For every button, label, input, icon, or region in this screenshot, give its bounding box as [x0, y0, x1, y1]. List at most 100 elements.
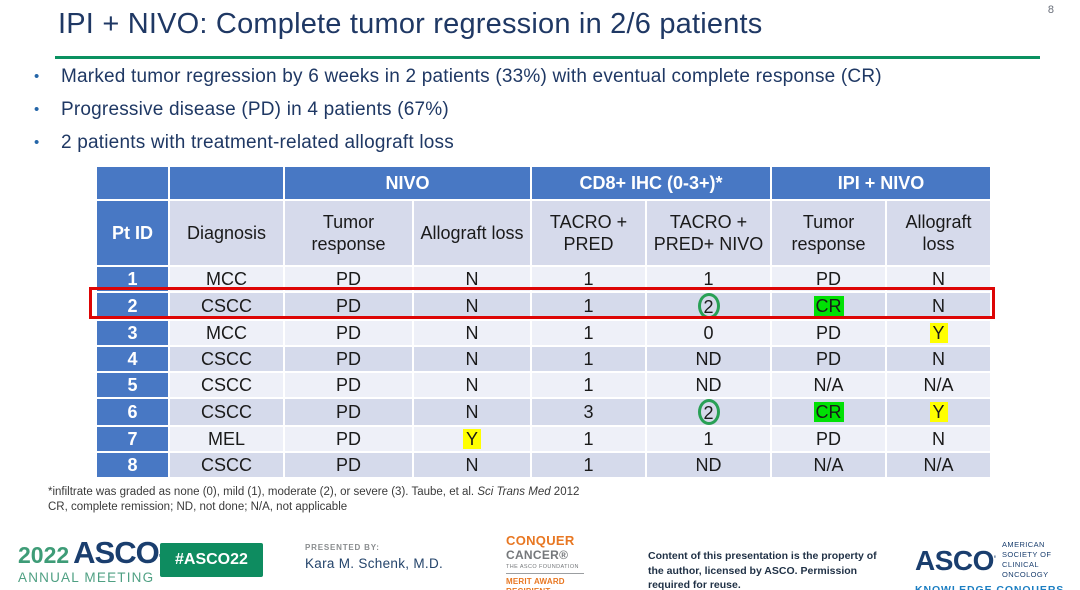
cell-tacro-pred-nivo: ND — [645, 345, 773, 373]
footnotes: *infiltrate was graded as none (0), mild… — [48, 485, 579, 515]
table-row-pt1: 1 MCC PD N 1 1 PD N — [95, 265, 993, 293]
bullet-item: • Progressive disease (PD) in 4 patients… — [34, 99, 1044, 121]
asco-society-name: AMERICAN SOCIETY OF CLINICAL ONCOLOGY — [1002, 540, 1080, 581]
footnote-abbreviations: CR, complete remission; ND, not done; N/… — [48, 500, 348, 513]
logo-mark: ' — [159, 551, 161, 566]
asco-mark: ' — [993, 554, 997, 567]
group-header-blank — [168, 165, 285, 201]
asco-society-logo: ASCO ' AMERICAN SOCIETY OF CLINICAL ONCO… — [915, 540, 1080, 590]
cell-ipi-allograft: N/A — [885, 451, 993, 479]
cell-pt-id: 8 — [95, 451, 170, 479]
cell-diagnosis: CSCC — [168, 397, 285, 427]
cell-pt-id: 7 — [95, 425, 170, 453]
cell-nivo-allograft: N — [411, 451, 533, 479]
yellow-highlight: Y — [929, 322, 948, 343]
cell-tacro-pred-nivo: 1 — [645, 425, 773, 453]
bullet-icon: • — [34, 101, 40, 118]
table-row-pt4: 4 CSCC PD N 1 ND PD N — [95, 345, 993, 373]
results-table: NIVO CD8+ IHC (0-3+)* IPI + NIVO Pt ID D… — [95, 165, 993, 479]
cell-tacro-pred: 1 — [530, 371, 648, 399]
cancer-line: CANCER® — [506, 548, 569, 562]
cell-tacro-pred: 1 — [530, 265, 648, 293]
copyright-notice: Content of this presentation is the prop… — [648, 550, 877, 590]
col-header-diagnosis: Diagnosis — [168, 199, 285, 267]
cell-pt-id: 4 — [95, 345, 170, 373]
cell-nivo-allograft: N — [411, 345, 533, 373]
cell-ipi-allograft: N — [885, 291, 993, 321]
cell-nivo-allograft: N — [411, 371, 533, 399]
green-highlight: CR — [813, 295, 844, 316]
cell-nivo-tumor: PD — [283, 397, 414, 427]
bullet-icon: • — [34, 134, 40, 151]
cell-tacro-pred-nivo: 1 — [645, 265, 773, 293]
table-column-header-row: Pt ID Diagnosis Tumor response Allograft… — [95, 199, 993, 267]
cell-ipi-allograft: Y — [885, 319, 993, 347]
cell-ipi-tumor: N/A — [770, 371, 888, 399]
cell-pt-id: 1 — [95, 265, 170, 293]
cell-ipi-tumor: N/A — [770, 451, 888, 479]
society-line1: AMERICAN SOCIETY OF — [1002, 540, 1052, 560]
bullet-text: 2 patients with treatment-related allogr… — [61, 132, 454, 153]
cell-ipi-tumor: PD — [770, 265, 888, 293]
asco-wordmark: ASCO — [915, 544, 994, 576]
cell-nivo-tumor: PD — [283, 265, 414, 293]
cell-tacro-pred: 3 — [530, 397, 648, 427]
green-circle-annotation: 2 — [697, 294, 720, 318]
logo-asco: ASCO — [73, 535, 160, 570]
logo-annual-meeting: ANNUAL MEETING — [18, 570, 155, 585]
cell-nivo-allograft: Y — [411, 425, 533, 453]
bullet-text: Progressive disease (PD) in 4 patients (… — [61, 99, 449, 120]
conquer-line: CONQUER — [506, 533, 575, 548]
cell-ipi-allograft: N — [885, 265, 993, 293]
cell-pt-id: 2 — [95, 291, 170, 321]
table-row-pt7: 7 MEL PD Y 1 1 PD N — [95, 425, 993, 453]
cell-ipi-tumor: PD — [770, 319, 888, 347]
cell-tacro-pred-nivo: 2 — [645, 291, 773, 321]
bullet-item: • Marked tumor regression by 6 weeks in … — [34, 66, 1044, 88]
group-header-nivo: NIVO — [282, 165, 533, 201]
cell-nivo-allograft: N — [411, 397, 533, 427]
footnote-grading: *infiltrate was graded as none (0), mild… — [48, 485, 579, 500]
group-header-ipi-nivo: IPI + NIVO — [770, 165, 993, 201]
green-circle-annotation: 2 — [697, 400, 720, 424]
cell-nivo-tumor: PD — [283, 319, 414, 347]
bullet-text: Marked tumor regression by 6 weeks in 2 … — [61, 66, 882, 87]
col-header-tacro-pred: TACRO + PRED — [530, 199, 648, 267]
cell-diagnosis: MCC — [168, 319, 285, 347]
cell-ipi-allograft: Y — [885, 397, 993, 427]
footnote-year: 2012 — [550, 486, 580, 498]
cell-ipi-tumor: PD — [770, 345, 888, 373]
col-header-allograft-loss-ipi: Allograft loss — [885, 199, 993, 267]
table-group-header-row: NIVO CD8+ IHC (0-3+)* IPI + NIVO — [95, 165, 993, 201]
table-row-pt8: 8 CSCC PD N 1 ND N/A N/A — [95, 451, 993, 479]
cell-tacro-pred-nivo: 2 — [645, 397, 773, 427]
cell-nivo-allograft: N — [411, 319, 533, 347]
cell-tacro-pred-nivo: ND — [645, 371, 773, 399]
hashtag-badge: #ASCO22 — [160, 543, 263, 577]
cell-diagnosis: MCC — [168, 265, 285, 293]
cell-nivo-tumor: PD — [283, 291, 414, 321]
conquer-cancer-logo: CONQUER CANCER® THE ASCO FOUNDATION MERI… — [506, 533, 584, 590]
cell-diagnosis: CSCC — [168, 451, 285, 479]
cell-tacro-pred-nivo: 0 — [645, 319, 773, 347]
table-row-pt6: 6 CSCC PD N 3 2 CR Y — [95, 397, 993, 427]
cell-ipi-allograft: N — [885, 345, 993, 373]
bullet-list: • Marked tumor regression by 6 weeks in … — [34, 66, 1044, 165]
col-header-pt-id: Pt ID — [95, 199, 170, 267]
cell-tacro-pred-nivo: ND — [645, 451, 773, 479]
society-line2: CLINICAL ONCOLOGY — [1002, 560, 1049, 580]
cell-pt-id: 3 — [95, 319, 170, 347]
page-number: 8 — [1047, 4, 1054, 16]
cell-diagnosis: CSCC — [168, 371, 285, 399]
title-underline — [55, 56, 1040, 59]
footnote-text: *infiltrate was graded as none (0), mild… — [48, 486, 478, 498]
cell-nivo-tumor: PD — [283, 345, 414, 373]
cell-ipi-tumor: CR — [770, 397, 888, 427]
merit-award-line: MERIT AWARD RECIPIENT — [506, 577, 565, 590]
cell-tacro-pred: 1 — [530, 425, 648, 453]
cell-ipi-tumor: PD — [770, 425, 888, 453]
cell-ipi-allograft: N/A — [885, 371, 993, 399]
slide-footer: 2022 ASCO ' ANNUAL MEETING #ASCO22 PRESE… — [0, 530, 1080, 590]
table-row-pt3: 3 MCC PD N 1 0 PD Y — [95, 319, 993, 347]
group-header-cd8-ihc: CD8+ IHC (0-3+)* — [530, 165, 773, 201]
